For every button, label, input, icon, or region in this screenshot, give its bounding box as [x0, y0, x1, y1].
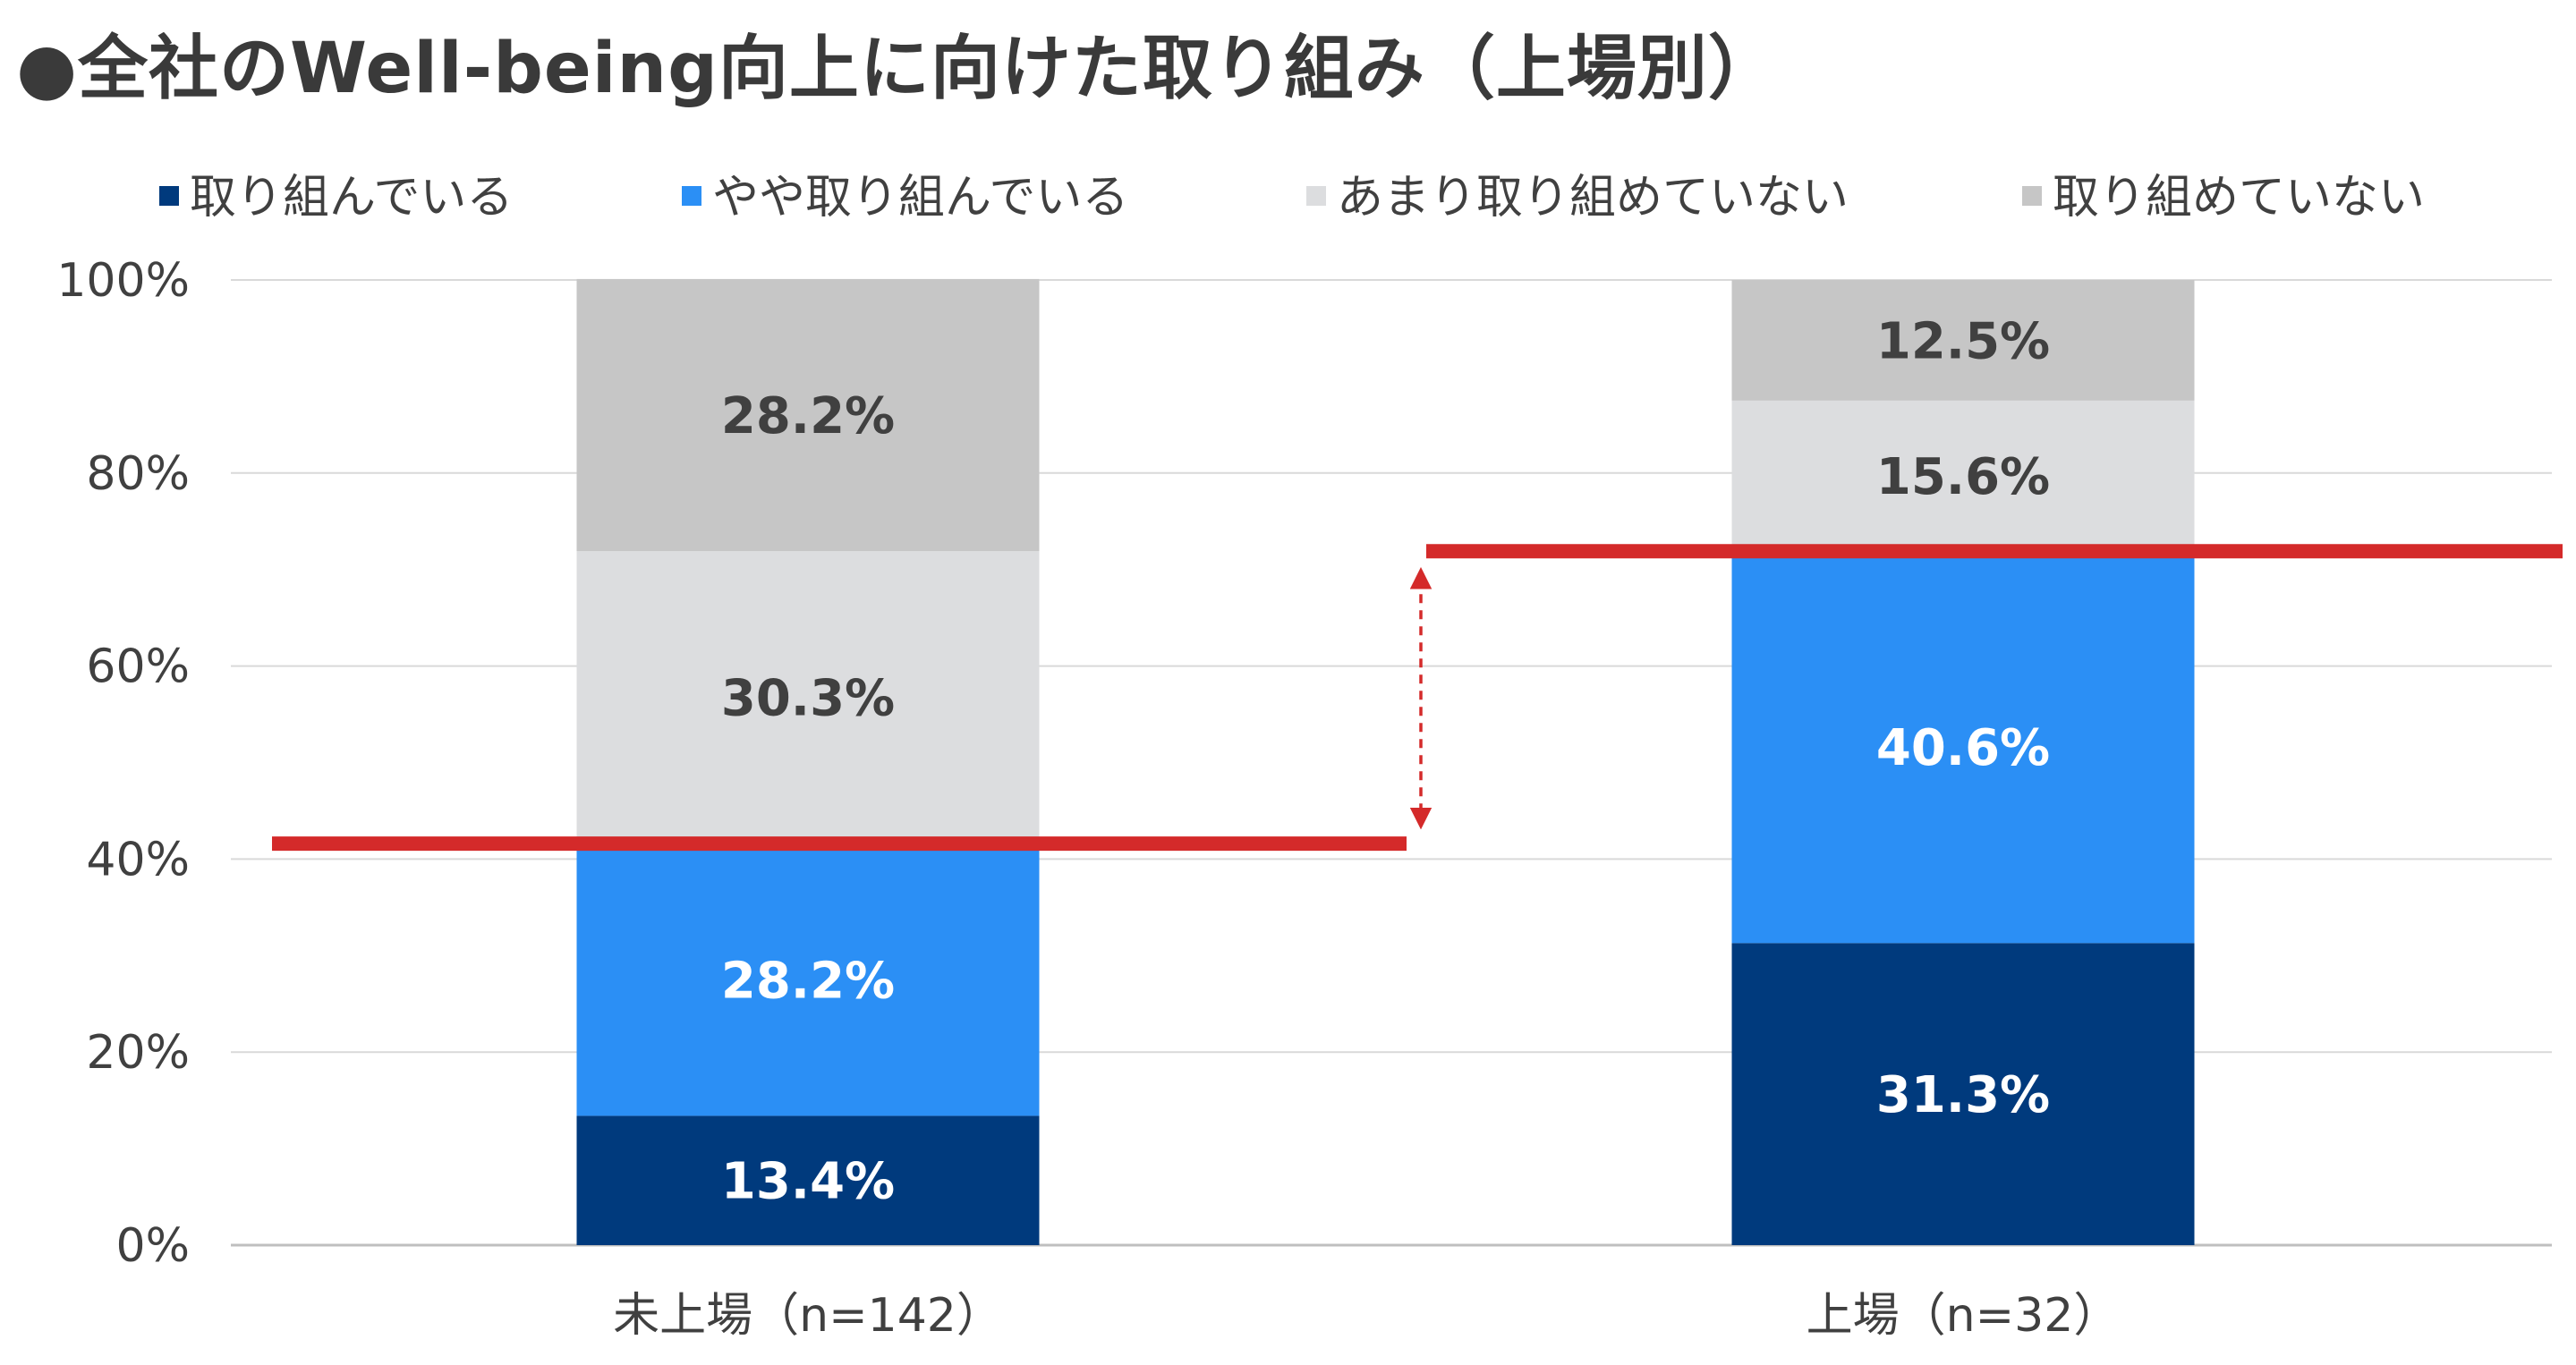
bar-segment — [1731, 280, 2195, 401]
x-axis: 未上場（n=142） 上場（n=32） — [613, 1289, 2120, 1343]
bar-segment — [576, 1115, 1040, 1245]
data-label: 28.2% — [721, 952, 895, 1010]
category-label: 未上場（n=142） — [613, 1289, 1003, 1343]
data-label: 13.4% — [721, 1153, 895, 1211]
bar-segment — [1731, 551, 2195, 944]
bar-segment — [576, 278, 1040, 552]
chart-title: ●全社のWell-being向上に向けた取り組み（上場別） — [16, 29, 1779, 109]
legend-label: あまり取り組めていない — [1337, 171, 1849, 225]
bar-segment — [1731, 943, 2195, 1245]
legend-label: 取り組めていない — [2053, 171, 2425, 225]
legend-swatch — [159, 186, 179, 206]
legend-label: やや取り組んでいる — [712, 171, 1128, 225]
data-label: 12.5% — [1876, 312, 2050, 370]
bar-segment — [576, 844, 1040, 1116]
legend-swatch — [2022, 186, 2042, 206]
annotation — [272, 544, 2563, 852]
data-label: 28.2% — [721, 387, 895, 445]
legend-swatch — [682, 186, 701, 206]
data-label: 30.3% — [721, 670, 895, 728]
bar-segment — [576, 551, 1040, 844]
y-tick-label: 0% — [116, 1219, 191, 1273]
y-tick-label: 60% — [86, 640, 190, 694]
legend-label: 取り組んでいる — [190, 171, 513, 225]
legend-swatch — [1306, 186, 1326, 206]
y-tick-label: 80% — [86, 447, 190, 501]
y-axis: 0% 20% 40% 60% 80% 100% — [56, 254, 190, 1273]
data-label: 40.6% — [1876, 719, 2050, 777]
bar-segment — [1731, 400, 2195, 552]
y-tick-label: 100% — [56, 254, 190, 308]
data-label: 15.6% — [1876, 448, 2050, 506]
legend: 取り組んでいる やや取り組んでいる あまり取り組めていない 取り組めていない — [159, 171, 2425, 225]
category-label: 上場（n=32） — [1807, 1289, 2121, 1343]
y-tick-label: 40% — [86, 833, 190, 886]
data-label: 31.3% — [1876, 1066, 2050, 1124]
y-tick-label: 20% — [86, 1026, 190, 1080]
bars: 13.4% 28.2% 30.3% 28.2% 31.3% 40.6% 15.6% 12.5% — [576, 278, 2195, 1245]
